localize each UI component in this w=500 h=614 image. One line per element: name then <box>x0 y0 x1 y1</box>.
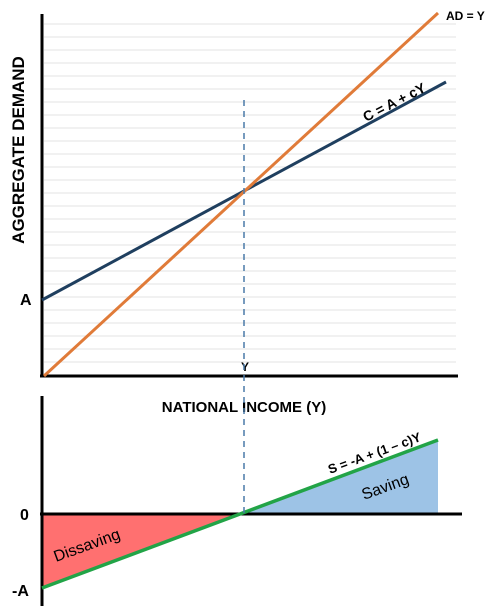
gridlines <box>44 23 456 363</box>
line-45-degree <box>42 11 440 378</box>
line-45-label: AD = Y <box>446 9 485 23</box>
intercept-label: A <box>20 292 32 309</box>
bottom-panel: NATIONAL INCOME (Y) 0 -A S = -A + (1 – c… <box>12 396 462 606</box>
top-panel: AGGREGATE DEMAND A Y AD = Y C = A + cY <box>9 9 485 378</box>
equilibrium-income-label: Y <box>241 360 249 374</box>
saving-line <box>41 438 439 590</box>
x-axis-label: NATIONAL INCOME (Y) <box>162 399 326 416</box>
zero-label: 0 <box>20 507 29 524</box>
neg-intercept-label: -A <box>12 583 29 600</box>
y-axis-label: AGGREGATE DEMAND <box>9 56 28 244</box>
